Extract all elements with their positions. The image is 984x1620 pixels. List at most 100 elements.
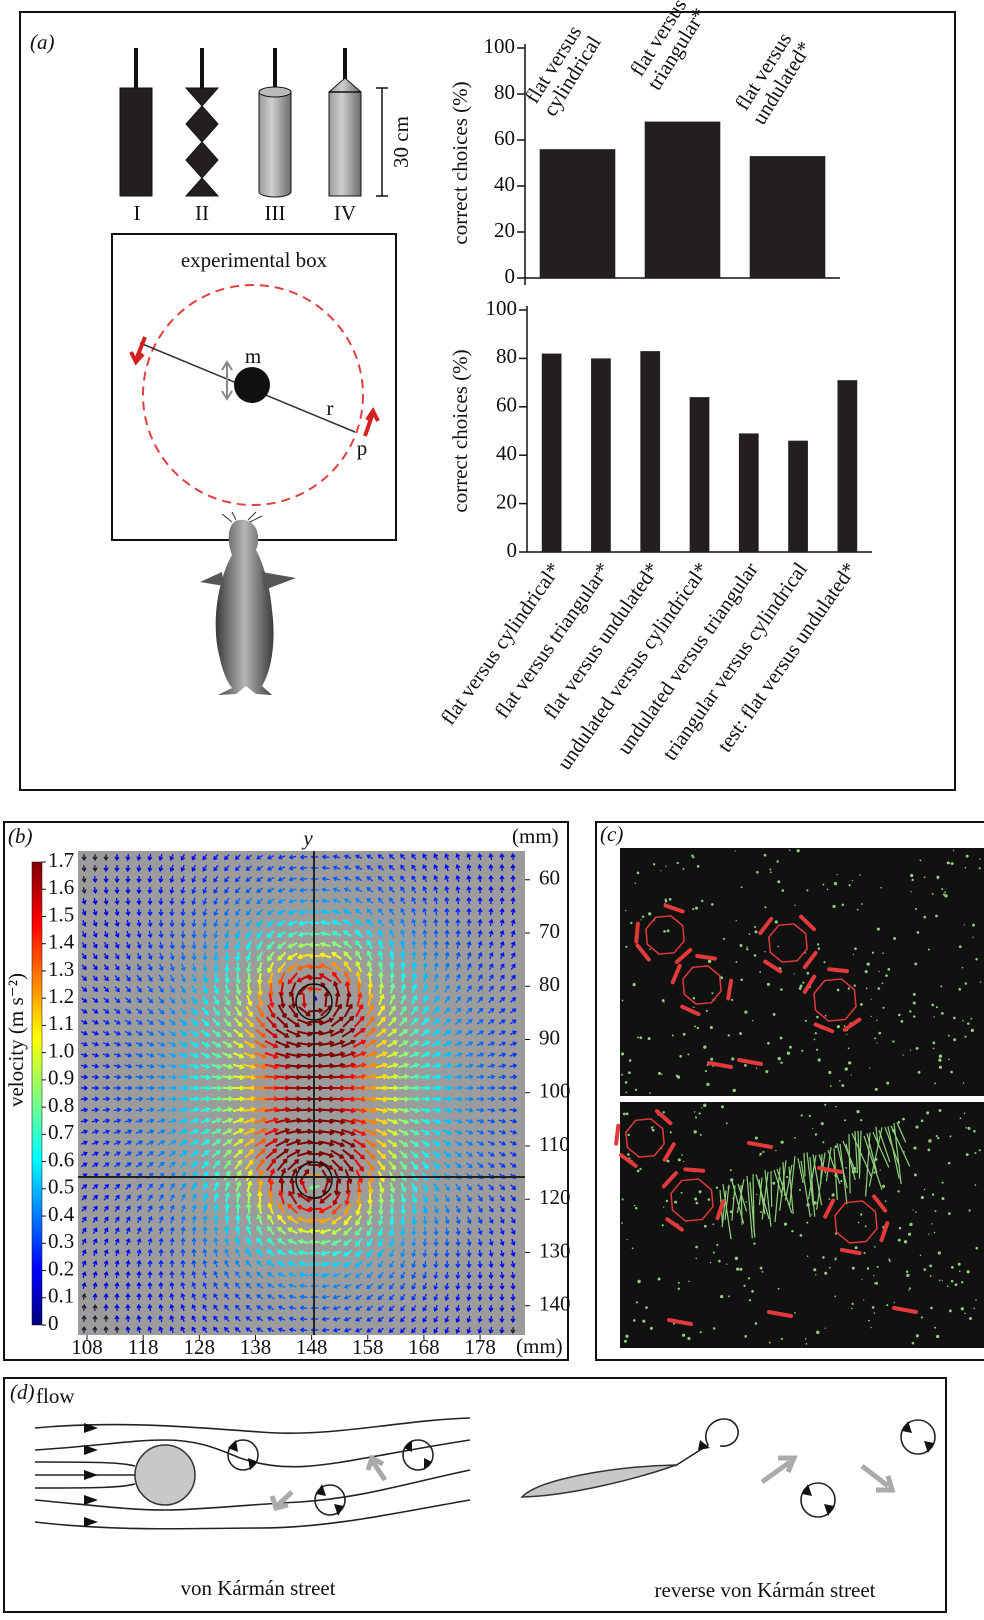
colorbar-label: velocity (m s⁻²) [4,973,28,1107]
particle [789,1046,792,1049]
y-tick-label: 70 [539,919,560,943]
particle [937,1137,939,1139]
particle [923,1268,926,1271]
particle [921,1119,924,1122]
particle [973,1130,976,1133]
particle [979,858,980,859]
particle [934,1083,936,1085]
red-arrow [829,969,847,971]
particle [701,1107,702,1108]
particle [780,1062,782,1064]
figure: (a) (b) (c) (d) I II III IV 30 cm experi… [0,0,984,1620]
particle [951,1266,954,1269]
particle [866,988,868,990]
particle [640,919,641,920]
particle [963,1082,964,1083]
particle [621,1074,623,1076]
particle [728,1295,730,1297]
particle [754,926,756,928]
particle [822,1141,824,1143]
particle [821,1122,824,1125]
colorbar-tick-label: 0.6 [48,1147,74,1171]
particle [627,1134,629,1136]
particle [913,1001,916,1004]
particle [973,1308,975,1310]
particle [708,1198,711,1201]
particle [637,1280,640,1283]
wake-arrow [272,1492,292,1508]
particle [695,1246,698,1249]
particle [767,1042,770,1045]
particle [805,1020,807,1022]
particle [834,1258,836,1260]
objects [120,48,388,197]
particle [756,1067,757,1068]
particle [936,1135,938,1137]
particle [736,961,738,963]
particle [924,876,926,878]
particle [663,1002,664,1003]
particle [953,850,954,851]
colorbar-tick-label: 1.1 [48,1011,74,1035]
particle [865,970,868,973]
particle [678,1288,680,1290]
particle [624,1340,627,1343]
particle [754,954,757,957]
particle [642,916,644,918]
particle [880,1169,881,1170]
particle [933,1048,935,1050]
particle [975,1299,977,1301]
particle [844,1025,846,1027]
object-undulated [329,78,361,196]
particle [736,920,737,921]
particle [908,1290,909,1291]
particle [953,1017,956,1020]
particle [786,1176,788,1178]
particle [854,947,857,950]
particle [943,893,945,895]
particle [950,1135,952,1137]
particle [841,1084,844,1087]
particle [937,877,939,879]
particle [693,1007,694,1008]
particle [756,871,759,874]
particle [706,1083,709,1086]
colorbar-tick-label: 0.1 [48,1284,74,1308]
particle [806,972,809,975]
particle [652,1129,655,1132]
particle [971,1029,974,1032]
particle [701,900,703,902]
particle [794,973,795,974]
colorbar-tick-label: 1.2 [48,984,74,1008]
particle [735,850,736,851]
particle [958,988,961,991]
particle [648,912,651,915]
particle [760,1267,763,1270]
particle [762,1271,764,1273]
colorbar-tick-label: 0.7 [48,1120,74,1144]
particle [842,904,844,906]
particle [726,1263,727,1264]
particle [939,1109,942,1112]
particle [678,1282,680,1284]
particle [932,1193,934,1195]
particle [621,1052,624,1055]
particle [651,1126,653,1128]
object-label: II [195,201,209,225]
particle [873,1172,875,1174]
particle [934,1232,936,1234]
x-tick-label: 158 [352,1335,384,1359]
particle [824,1272,827,1275]
colorbar [32,862,42,1325]
particle [885,1200,887,1202]
particle [931,1004,934,1007]
airfoil [522,1465,676,1497]
particle [764,906,766,908]
particle [861,1279,862,1280]
particle [837,989,840,992]
particle [623,1113,626,1116]
particle [893,937,896,940]
particle [849,884,851,886]
colorbar-tick-label: 0.9 [48,1066,74,1090]
particle [962,1020,964,1022]
